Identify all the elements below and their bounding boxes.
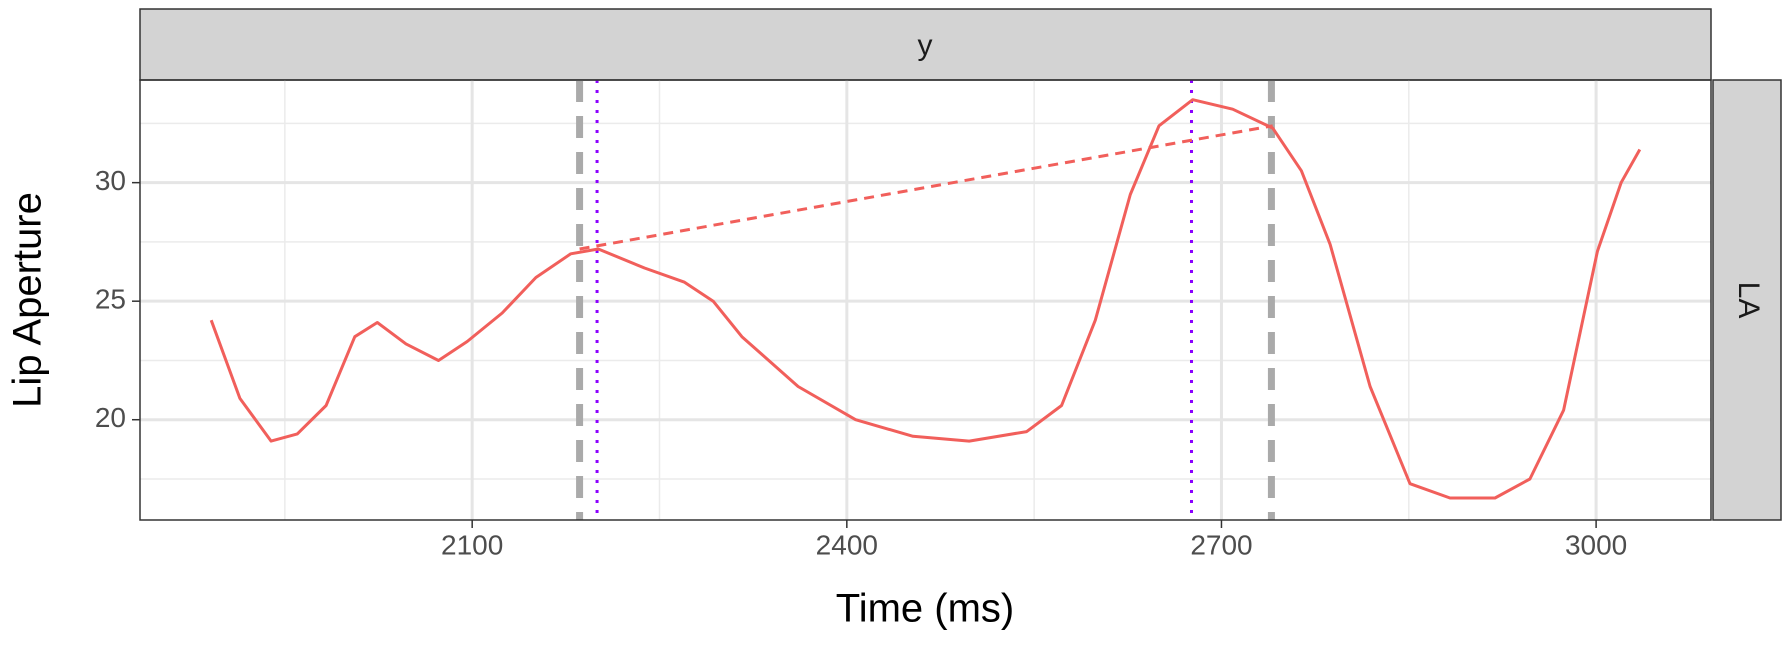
x-tick-label: 2100 [441,529,503,560]
facet-strip-top [139,8,1712,81]
y-tick-label: 20 [95,402,126,433]
facet-label-right: LA [1732,282,1765,319]
panel-border [139,79,1712,521]
facet-label-top: y [918,29,933,62]
y-axis-title: Lip Aperture [6,192,50,408]
x-tick-label: 3000 [1565,529,1627,560]
facet-strip-right [1712,79,1782,521]
x-tick-label: 2700 [1190,529,1252,560]
x-tick-label: 2400 [816,529,878,560]
y-tick-label: 25 [95,284,126,315]
x-axis-title: Time (ms) [836,587,1014,631]
y-tick-label: 30 [95,165,126,196]
plot-area [140,80,1711,520]
series-line [579,124,1273,251]
series-line [209,98,1642,500]
